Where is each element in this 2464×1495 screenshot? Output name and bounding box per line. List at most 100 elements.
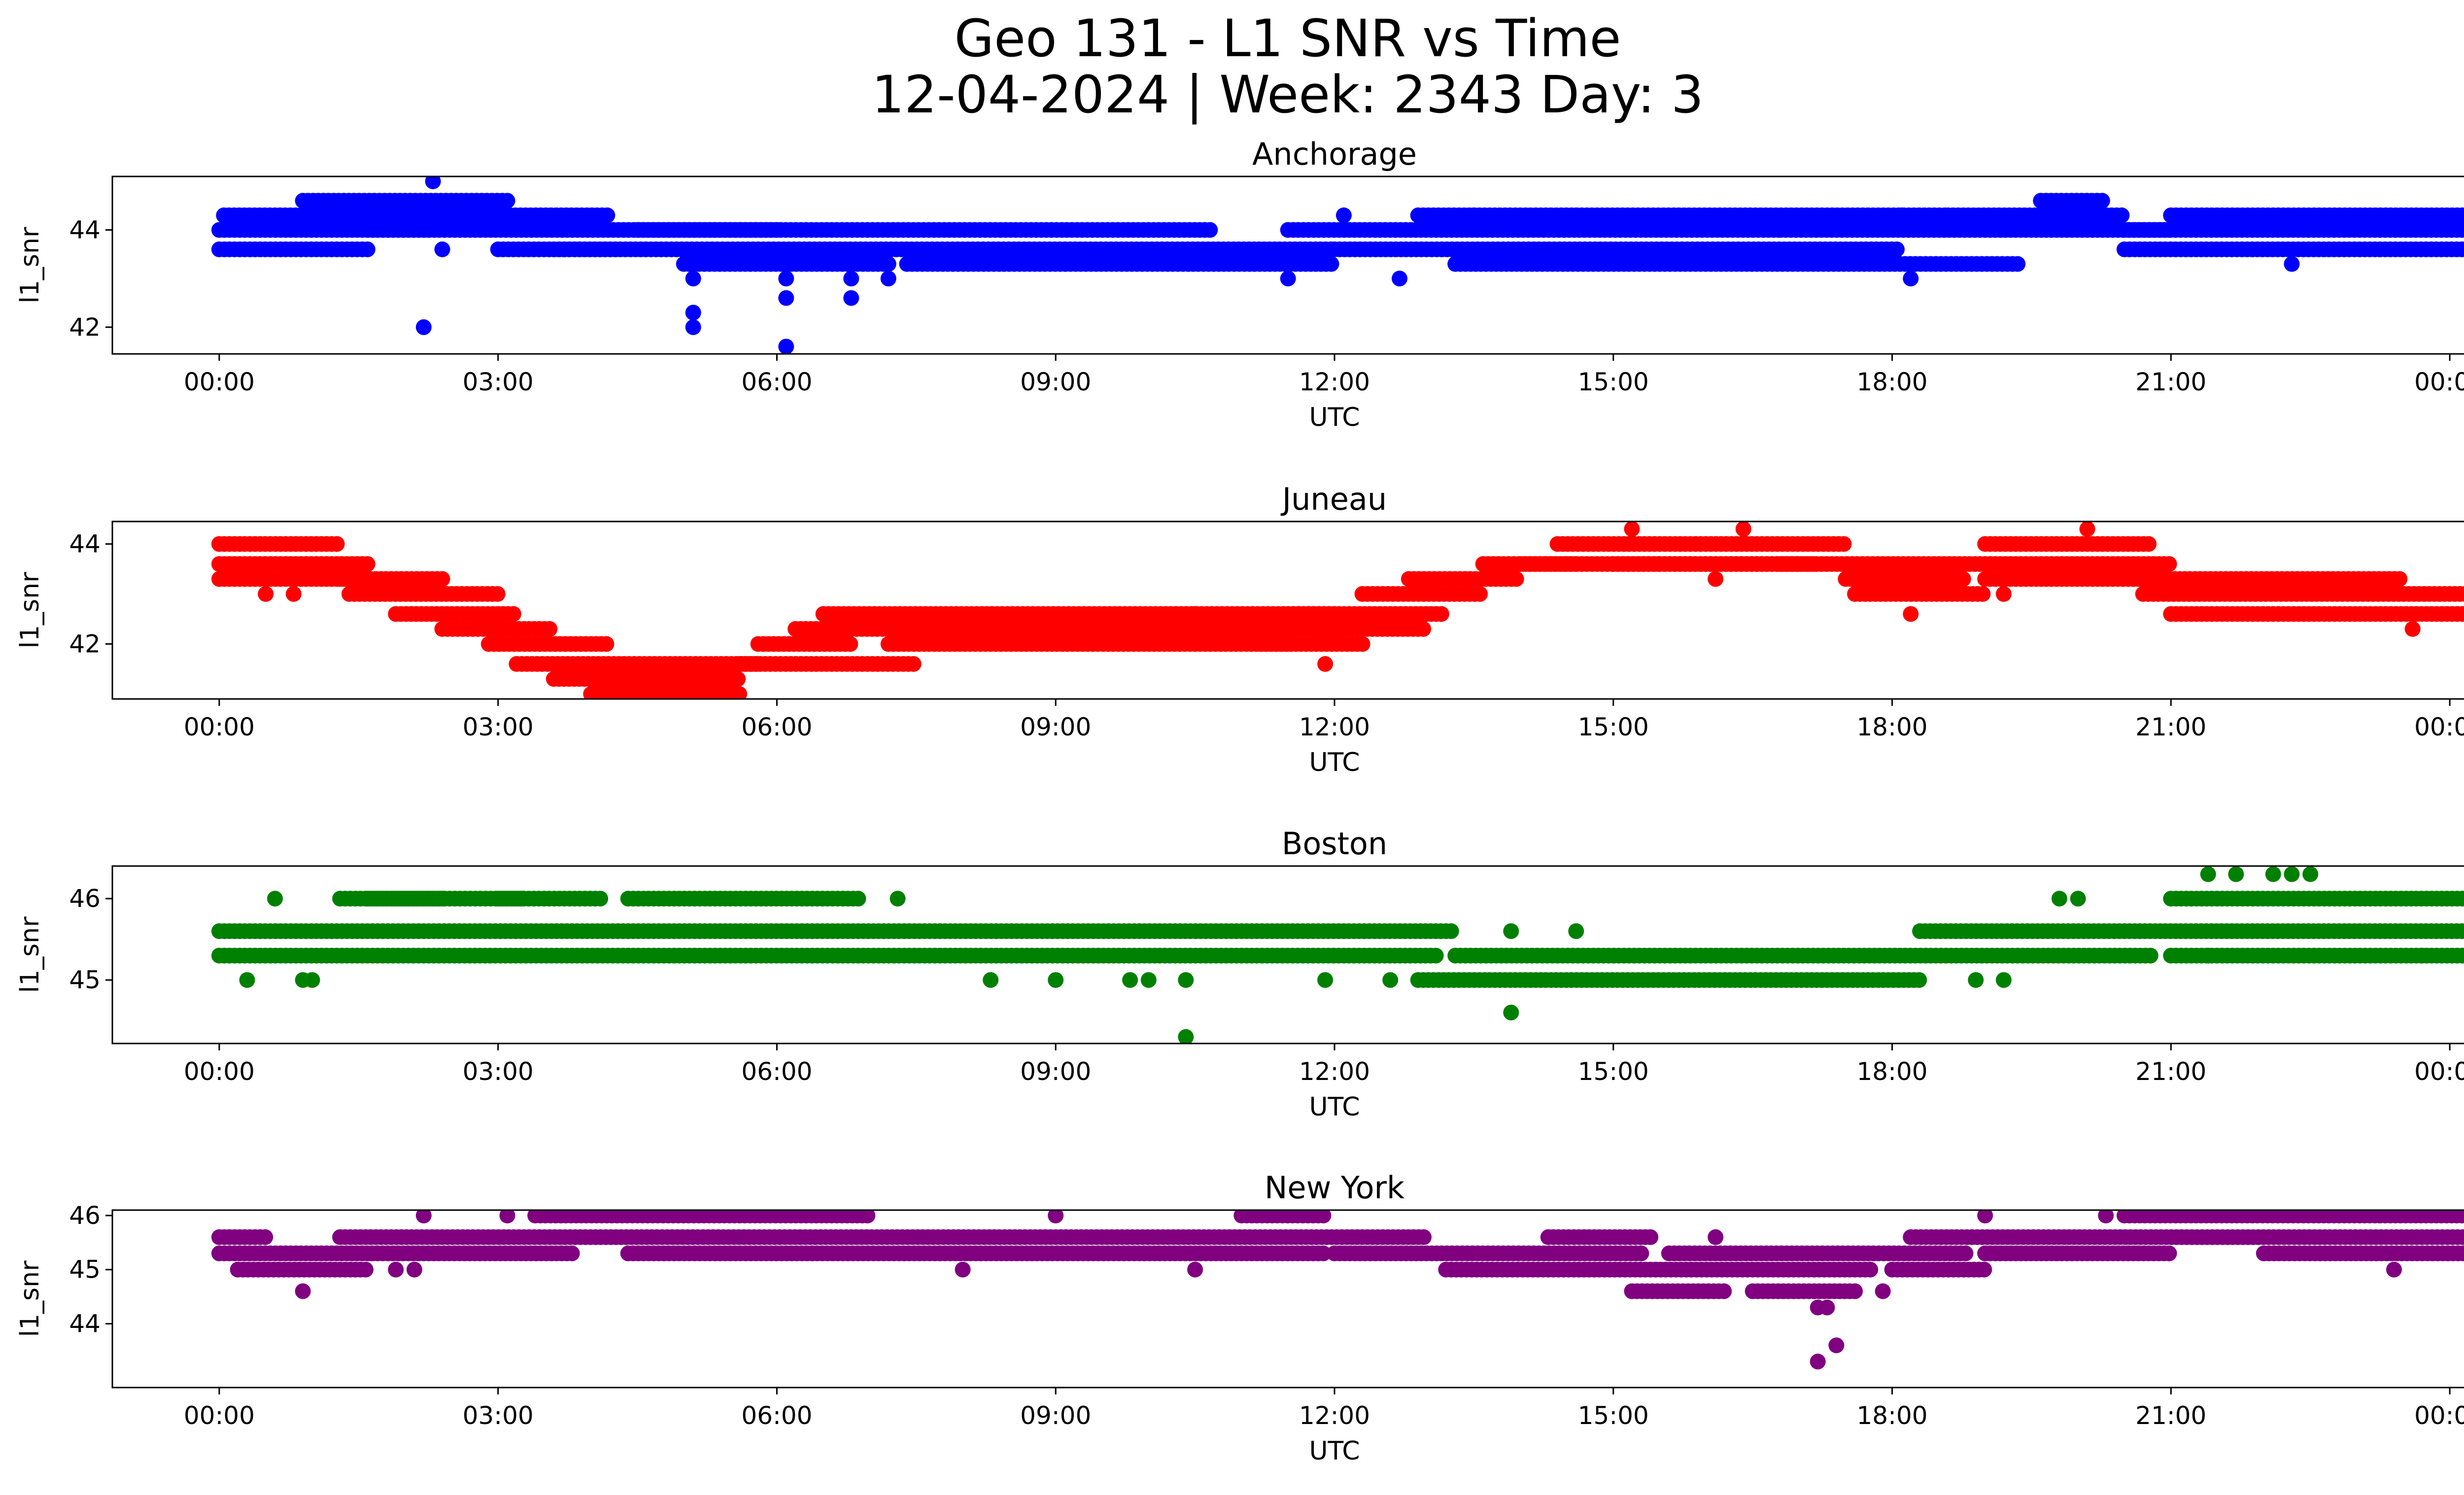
data-point xyxy=(2460,208,2464,223)
data-point xyxy=(2161,556,2177,572)
x-tick-label: 12:00 xyxy=(1299,713,1370,741)
data-point xyxy=(1392,271,1407,287)
data-point xyxy=(1503,1005,1519,1021)
data-point xyxy=(685,305,701,321)
data-point xyxy=(505,606,521,622)
x-tick-label: 15:00 xyxy=(1578,713,1649,741)
data-point xyxy=(592,891,609,907)
data-point xyxy=(778,290,794,306)
data-point xyxy=(304,972,320,988)
x-tick-label: 00:00 xyxy=(2414,713,2464,741)
data-point xyxy=(359,556,376,572)
data-point xyxy=(415,319,432,335)
figure-title: Geo 131 - L1 SNR vs Time xyxy=(954,8,1621,69)
data-point xyxy=(359,241,376,257)
x-tick-label: 21:00 xyxy=(2135,368,2206,396)
data-point xyxy=(1428,947,1444,964)
x-tick-label: 00:00 xyxy=(184,368,255,396)
y-axis-label: l1_snr xyxy=(15,227,45,304)
data-point xyxy=(285,586,302,602)
data-point xyxy=(2141,536,2157,552)
data-point xyxy=(2459,222,2464,238)
x-tick-label: 18:00 xyxy=(1857,1057,1928,1086)
subplot-title: Anchorage xyxy=(1252,136,1417,172)
data-point xyxy=(564,1245,580,1261)
data-point xyxy=(890,891,906,907)
data-point xyxy=(859,1210,876,1223)
series-new-york xyxy=(211,1210,2464,1370)
data-point xyxy=(2392,571,2408,587)
x-tick-label: 12:00 xyxy=(1299,368,1370,396)
data-point xyxy=(599,207,616,223)
data-point xyxy=(434,241,450,257)
y-tick-label: 42 xyxy=(69,313,101,342)
data-point xyxy=(1317,972,1334,988)
y-tick-label: 42 xyxy=(69,629,101,658)
data-point xyxy=(1335,207,1352,223)
data-point xyxy=(1187,606,1203,622)
y-axis-label: l1_snr xyxy=(15,572,45,649)
data-point xyxy=(880,271,896,287)
x-tick-label: 06:00 xyxy=(741,368,812,396)
data-point xyxy=(2094,193,2110,209)
data-point xyxy=(685,319,701,335)
data-point xyxy=(1624,522,1640,537)
data-point xyxy=(542,621,558,637)
data-point xyxy=(1415,621,1432,637)
data-point xyxy=(778,271,794,287)
data-point xyxy=(778,339,794,354)
data-point xyxy=(1315,1210,1332,1223)
data-point xyxy=(499,193,515,209)
data-point xyxy=(2200,866,2216,882)
x-tick-label: 21:00 xyxy=(2135,1057,2206,1086)
x-tick-label: 21:00 xyxy=(2135,713,2206,741)
data-point xyxy=(1140,972,1157,988)
data-point xyxy=(2052,891,2067,907)
x-tick-label: 03:00 xyxy=(463,1057,534,1086)
data-point xyxy=(1957,1245,1974,1261)
data-point xyxy=(1643,1229,1659,1245)
x-tick-label: 12:00 xyxy=(1299,1057,1370,1086)
data-point xyxy=(1735,522,1751,537)
data-point xyxy=(1903,271,1919,287)
data-point xyxy=(1503,923,1519,939)
data-point xyxy=(1708,571,1724,587)
data-point xyxy=(329,536,345,552)
data-point xyxy=(1354,636,1370,652)
data-point xyxy=(489,586,506,602)
figure-subtitle: 12-04-2024 | Week: 2343 Day: 3 xyxy=(871,65,1704,125)
data-point xyxy=(1323,256,1339,272)
y-tick-label: 44 xyxy=(69,530,101,558)
data-point xyxy=(1317,656,1334,672)
x-tick-label: 03:00 xyxy=(463,368,534,396)
y-axis-label: l1_snr xyxy=(15,916,45,993)
x-axis-label: UTC xyxy=(1309,748,1360,777)
y-tick-label: 44 xyxy=(69,215,101,244)
data-point xyxy=(842,636,858,652)
data-point xyxy=(1911,972,1927,988)
x-tick-label: 09:00 xyxy=(1020,713,1091,741)
x-tick-label: 06:00 xyxy=(741,1057,812,1086)
data-point xyxy=(1995,586,2012,602)
data-point xyxy=(731,686,748,699)
data-point xyxy=(425,176,441,189)
data-point xyxy=(843,290,859,306)
data-point xyxy=(2265,866,2281,882)
data-point xyxy=(1976,1261,1992,1278)
data-point xyxy=(2414,947,2430,964)
data-point xyxy=(1508,571,1524,587)
data-point xyxy=(1178,972,1194,988)
series-boston xyxy=(211,866,2464,1043)
data-point xyxy=(1443,923,1459,939)
data-point xyxy=(257,1229,274,1245)
x-axis-label: UTC xyxy=(1309,1092,1360,1122)
data-point xyxy=(258,586,274,602)
data-point xyxy=(983,972,999,988)
data-point xyxy=(598,636,615,652)
data-point xyxy=(2200,947,2216,964)
data-point xyxy=(1862,1261,1879,1278)
x-tick-label: 00:00 xyxy=(184,1057,255,1086)
data-point xyxy=(1048,972,1064,988)
